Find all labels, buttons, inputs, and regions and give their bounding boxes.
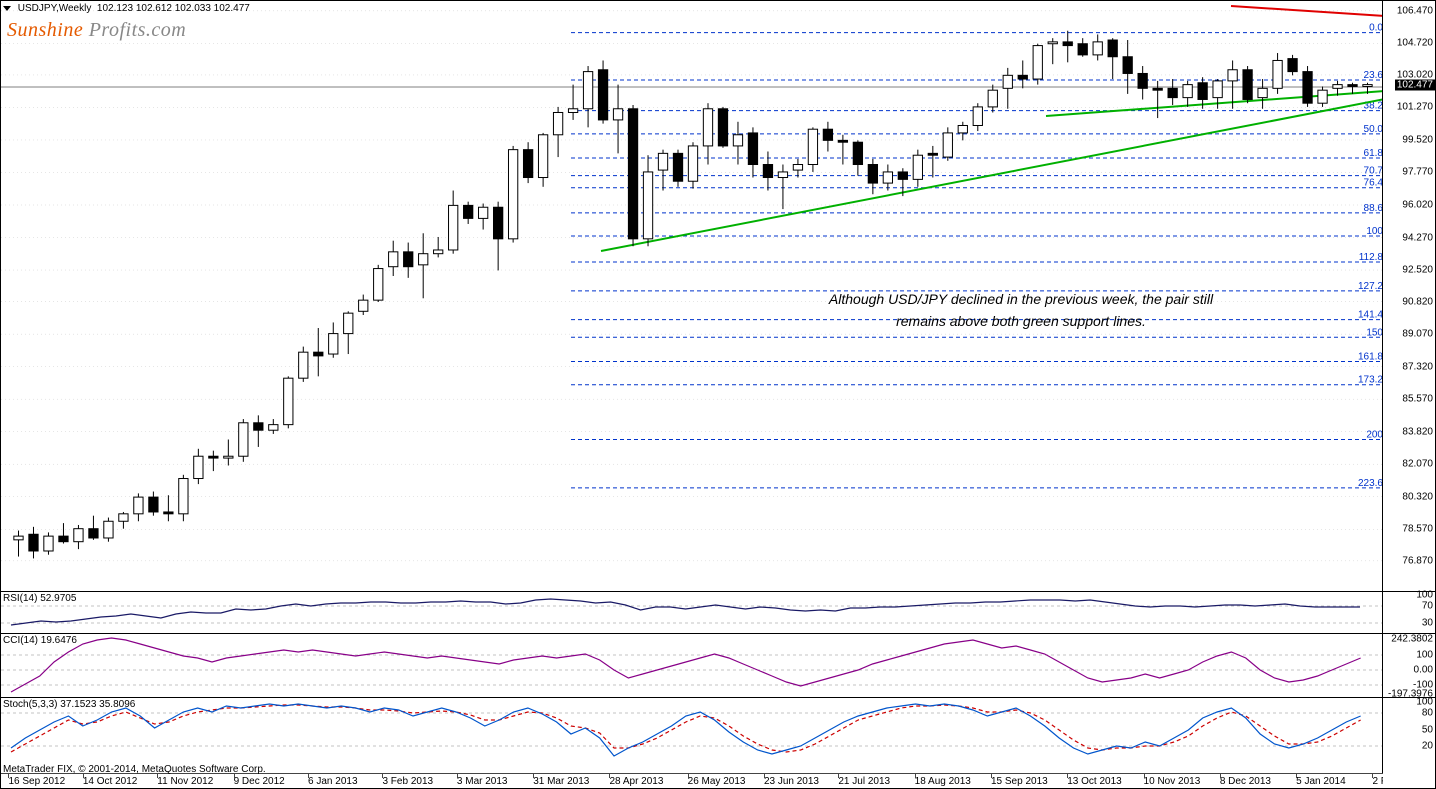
svg-text:200: 200 <box>1366 430 1383 441</box>
time-label: 5 Jan 2014 <box>1296 776 1346 787</box>
time-label: 10 Nov 2013 <box>1144 776 1201 787</box>
rsi-panel[interactable]: RSI(14) 52.9705 10070 30 <box>1 591 1435 633</box>
price-ylabel: 99.520 <box>1402 134 1433 145</box>
price-flag: 102.477 <box>1395 80 1435 91</box>
time-label: 21 Jul 2013 <box>838 776 890 787</box>
price-ylabel: 92.520 <box>1402 265 1433 276</box>
rsi-yaxis: 10070 30 <box>1382 592 1435 633</box>
price-ylabel: 82.070 <box>1402 459 1433 470</box>
time-axis: 16 Sep 2012 14 Oct 2012 11 Nov 2012 9 Dec 2… <box>1 773 1383 788</box>
time-label: 18 Aug 2013 <box>915 776 971 787</box>
time-label: 6 Jan 2013 <box>308 776 358 787</box>
symbol-text: USDJPY,Weekly <box>18 3 92 14</box>
cci-chart-area <box>1 634 1383 697</box>
stoch-panel[interactable]: Stoch(5,3,3) 37.1523 35.8096 MetaTrader … <box>1 697 1435 776</box>
price-ylabel: 101.270 <box>1397 102 1433 113</box>
price-yaxis: 102.477 106.470 104.720 103.020 101.270 99.5… <box>1382 1 1435 591</box>
time-label: 15 Sep 2013 <box>991 776 1048 787</box>
svg-text:0.0: 0.0 <box>1369 23 1383 34</box>
price-ylabel: 85.570 <box>1402 394 1433 405</box>
price-ylabel: 94.270 <box>1402 232 1433 243</box>
time-label: 3 Mar 2013 <box>457 776 508 787</box>
chart-annotation-line1: Although USD/JPY declined in the previou… <box>801 291 1241 307</box>
price-ylabel: 80.320 <box>1402 491 1433 502</box>
price-ylabel: 87.320 <box>1402 361 1433 372</box>
price-ylabel: 76.870 <box>1402 555 1433 566</box>
chart-window: USDJPY,Weekly 102.123 102.612 102.033 10… <box>0 0 1436 789</box>
price-ylabel: 89.070 <box>1402 329 1433 340</box>
price-ylabel: 96.020 <box>1402 200 1433 211</box>
svg-text:100: 100 <box>1366 226 1383 237</box>
stoch-label: Stoch(5,3,3) 37.1523 35.8096 <box>3 699 135 710</box>
rsi-label: RSI(14) 52.9705 <box>3 593 76 604</box>
price-ylabel: 104.720 <box>1397 38 1433 49</box>
time-label: 31 Mar 2013 <box>533 776 589 787</box>
symbol-header: USDJPY,Weekly 102.123 102.612 102.033 10… <box>3 3 250 14</box>
time-label: 23 Jun 2013 <box>764 776 819 787</box>
price-ylabel: 97.770 <box>1402 167 1433 178</box>
svg-text:61.8: 61.8 <box>1364 148 1383 159</box>
rsi-ylabel: 70 <box>1422 601 1433 612</box>
stoch-ylabel: 20 <box>1422 741 1433 752</box>
svg-text:223.6: 223.6 <box>1358 478 1383 489</box>
time-label: 13 Oct 2013 <box>1067 776 1121 787</box>
time-label: 26 May 2013 <box>688 776 746 787</box>
stoch-ylabel: 80 <box>1422 708 1433 719</box>
rsi-ylabel: 30 <box>1422 618 1433 629</box>
price-ylabel: 106.470 <box>1397 5 1433 16</box>
time-label: 2 Feb 2014 <box>1372 776 1383 787</box>
copyright: MetaTrader FIX, © 2001-2014, MetaQuotes … <box>3 764 266 775</box>
time-label: 14 Oct 2012 <box>83 776 137 787</box>
cci-yaxis: 242.38021000.00-100-197.3976 <box>1382 634 1435 697</box>
svg-text:127.2: 127.2 <box>1358 281 1383 292</box>
cci-ylabel: 242.3802 <box>1391 634 1433 645</box>
stoch-ylabel: 100 <box>1416 697 1433 708</box>
svg-text:150: 150 <box>1366 327 1383 338</box>
time-label: 28 Apr 2013 <box>609 776 663 787</box>
price-panel[interactable]: USDJPY,Weekly 102.123 102.612 102.033 10… <box>1 1 1435 591</box>
svg-text:88.6: 88.6 <box>1364 203 1383 214</box>
rsi-chart-area <box>1 592 1383 633</box>
svg-text:173.2: 173.2 <box>1358 375 1383 386</box>
time-label: 11 Nov 2012 <box>157 776 213 787</box>
svg-text:76.4: 76.4 <box>1364 178 1383 189</box>
svg-text:112.8: 112.8 <box>1359 252 1383 263</box>
time-label: 3 Feb 2013 <box>382 776 433 787</box>
rsi-ylabel: 100 <box>1416 590 1433 601</box>
cci-panel[interactable]: CCI(14) 19.6476 242.38021000.00-100-197.… <box>1 633 1435 697</box>
time-label: 8 Dec 2013 <box>1220 776 1271 787</box>
price-ylabel: 90.820 <box>1402 296 1433 307</box>
stoch-yaxis: 10080 50 20 <box>1382 698 1435 776</box>
svg-text:161.8: 161.8 <box>1358 351 1383 362</box>
svg-text:23.6: 23.6 <box>1364 70 1383 81</box>
time-label: 9 Dec 2012 <box>234 776 285 787</box>
price-ylabel: 103.020 <box>1397 69 1433 80</box>
ohlc-text: 102.123 102.612 102.033 102.477 <box>97 3 250 14</box>
price-ylabel: 78.570 <box>1402 524 1433 535</box>
watermark: Sunshine Profits.com <box>7 19 186 42</box>
dropdown-icon[interactable] <box>3 6 11 11</box>
chart-annotation-line2: remains above both green support lines. <box>801 313 1241 329</box>
cci-ylabel: 0.00 <box>1414 665 1433 676</box>
svg-text:141.4: 141.4 <box>1358 310 1383 321</box>
cci-label: CCI(14) 19.6476 <box>3 635 77 646</box>
time-label: 16 Sep 2012 <box>8 776 65 787</box>
svg-text:50.0: 50.0 <box>1364 124 1383 135</box>
price-ylabel: 83.820 <box>1402 426 1433 437</box>
svg-text:70.7: 70.7 <box>1364 166 1383 177</box>
stoch-ylabel: 50 <box>1422 725 1433 736</box>
cci-ylabel: 100 <box>1416 650 1433 661</box>
